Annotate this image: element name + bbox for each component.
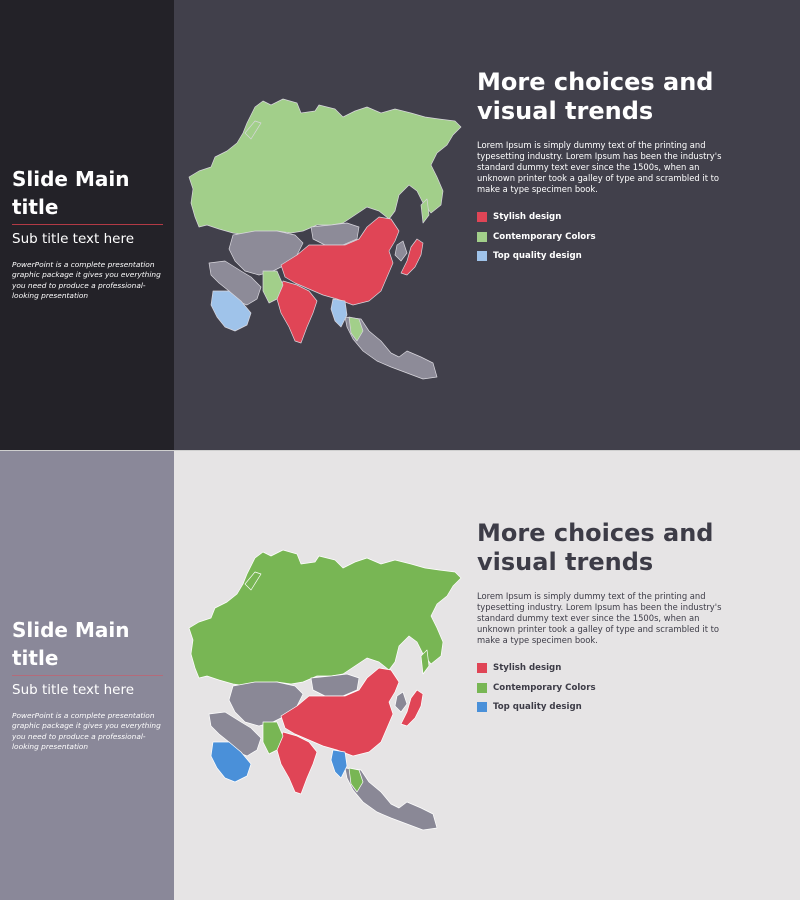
slide-light: Slide Main title Sub title text here Pow… — [0, 450, 800, 900]
slide-description: PowerPoint is a complete presentation gr… — [12, 260, 161, 301]
map-region-southeast-asia — [344, 767, 438, 831]
map-region-thailand — [348, 767, 364, 793]
slide-main-title: Slide Main title — [12, 618, 130, 670]
map-region-pakistan — [262, 270, 284, 304]
map-region-sakhalin — [420, 198, 430, 224]
map-green-regions — [188, 549, 462, 687]
map-green-regions — [188, 98, 462, 236]
title-divider — [12, 675, 163, 676]
legend-label: Contemporary Colors — [493, 231, 596, 242]
map-region-russia — [188, 98, 462, 236]
map-region-southeast-asia — [344, 316, 438, 380]
legend-item: Contemporary Colors — [477, 231, 596, 243]
sidebar: Slide Main title Sub title text here Pow… — [0, 0, 174, 450]
slide-subtitle: Sub title text here — [12, 682, 135, 698]
map-region-thailand — [348, 316, 364, 342]
map-region-india — [276, 280, 318, 344]
legend: Stylish design Contemporary Colors Top q… — [477, 662, 596, 721]
map-region-korea — [394, 691, 408, 713]
map-region-sakhalin — [420, 649, 430, 675]
legend-swatch — [477, 251, 487, 261]
legend-label: Stylish design — [493, 212, 562, 222]
map-region-india — [276, 731, 318, 795]
map-blue-regions — [210, 741, 348, 783]
map-region-novaya-zemlya — [244, 120, 262, 140]
legend-label: Top quality design — [493, 702, 582, 712]
legend: Stylish design Contemporary Colors Top q… — [477, 211, 596, 270]
map-region-china — [280, 667, 400, 757]
map-region-novaya-zemlya — [244, 571, 262, 591]
slide-subtitle: Sub title text here — [12, 231, 135, 247]
map-blue-regions — [210, 290, 348, 332]
map-grey-regions — [208, 222, 438, 380]
headline: More choices and visual trends — [477, 519, 714, 576]
slide-main-title: Slide Main title — [12, 167, 130, 219]
legend-label: Contemporary Colors — [493, 682, 596, 693]
map-region-mongolia — [310, 673, 360, 697]
map-grey-regions — [208, 673, 438, 831]
slide-dark: Slide Main title Sub title text here Pow… — [0, 0, 800, 450]
asia-map — [188, 98, 462, 380]
legend-swatch — [477, 212, 487, 222]
map-region-mongolia — [310, 222, 360, 246]
sidebar: Slide Main title Sub title text here Pow… — [0, 451, 174, 900]
legend-item: Contemporary Colors — [477, 682, 596, 694]
slide-description: PowerPoint is a complete presentation gr… — [12, 711, 161, 752]
legend-swatch — [477, 682, 487, 693]
legend-item: Stylish design — [477, 211, 596, 223]
map-region-myanmar — [330, 749, 348, 779]
asia-map — [188, 549, 462, 831]
map-region-myanmar — [330, 298, 348, 328]
title-divider — [12, 224, 163, 225]
map-red-regions — [276, 216, 424, 344]
body-text: Lorem Ipsum is simply dummy text of the … — [477, 591, 722, 645]
map-light-green-regions — [262, 721, 364, 793]
legend-label: Top quality design — [493, 251, 582, 261]
legend-item: Top quality design — [477, 701, 596, 713]
legend-swatch — [477, 702, 487, 712]
legend-label: Stylish design — [493, 663, 562, 673]
legend-item: Top quality design — [477, 250, 596, 262]
map-region-pakistan — [262, 721, 284, 755]
legend-item: Stylish design — [477, 662, 596, 674]
map-red-regions — [276, 667, 424, 795]
map-region-arabia — [210, 290, 252, 332]
headline: More choices and visual trends — [477, 68, 714, 125]
map-region-china — [280, 216, 400, 306]
map-region-arabia — [210, 741, 252, 783]
map-light-green-regions — [262, 270, 364, 342]
map-region-middle-east — [208, 711, 262, 757]
body-text: Lorem Ipsum is simply dummy text of the … — [477, 140, 722, 194]
map-region-japan — [400, 238, 424, 276]
map-region-middle-east — [208, 260, 262, 306]
map-region-korea — [394, 240, 408, 262]
map-region-russia — [188, 549, 462, 687]
map-region-japan — [400, 689, 424, 727]
legend-swatch — [477, 231, 487, 242]
legend-swatch — [477, 663, 487, 673]
